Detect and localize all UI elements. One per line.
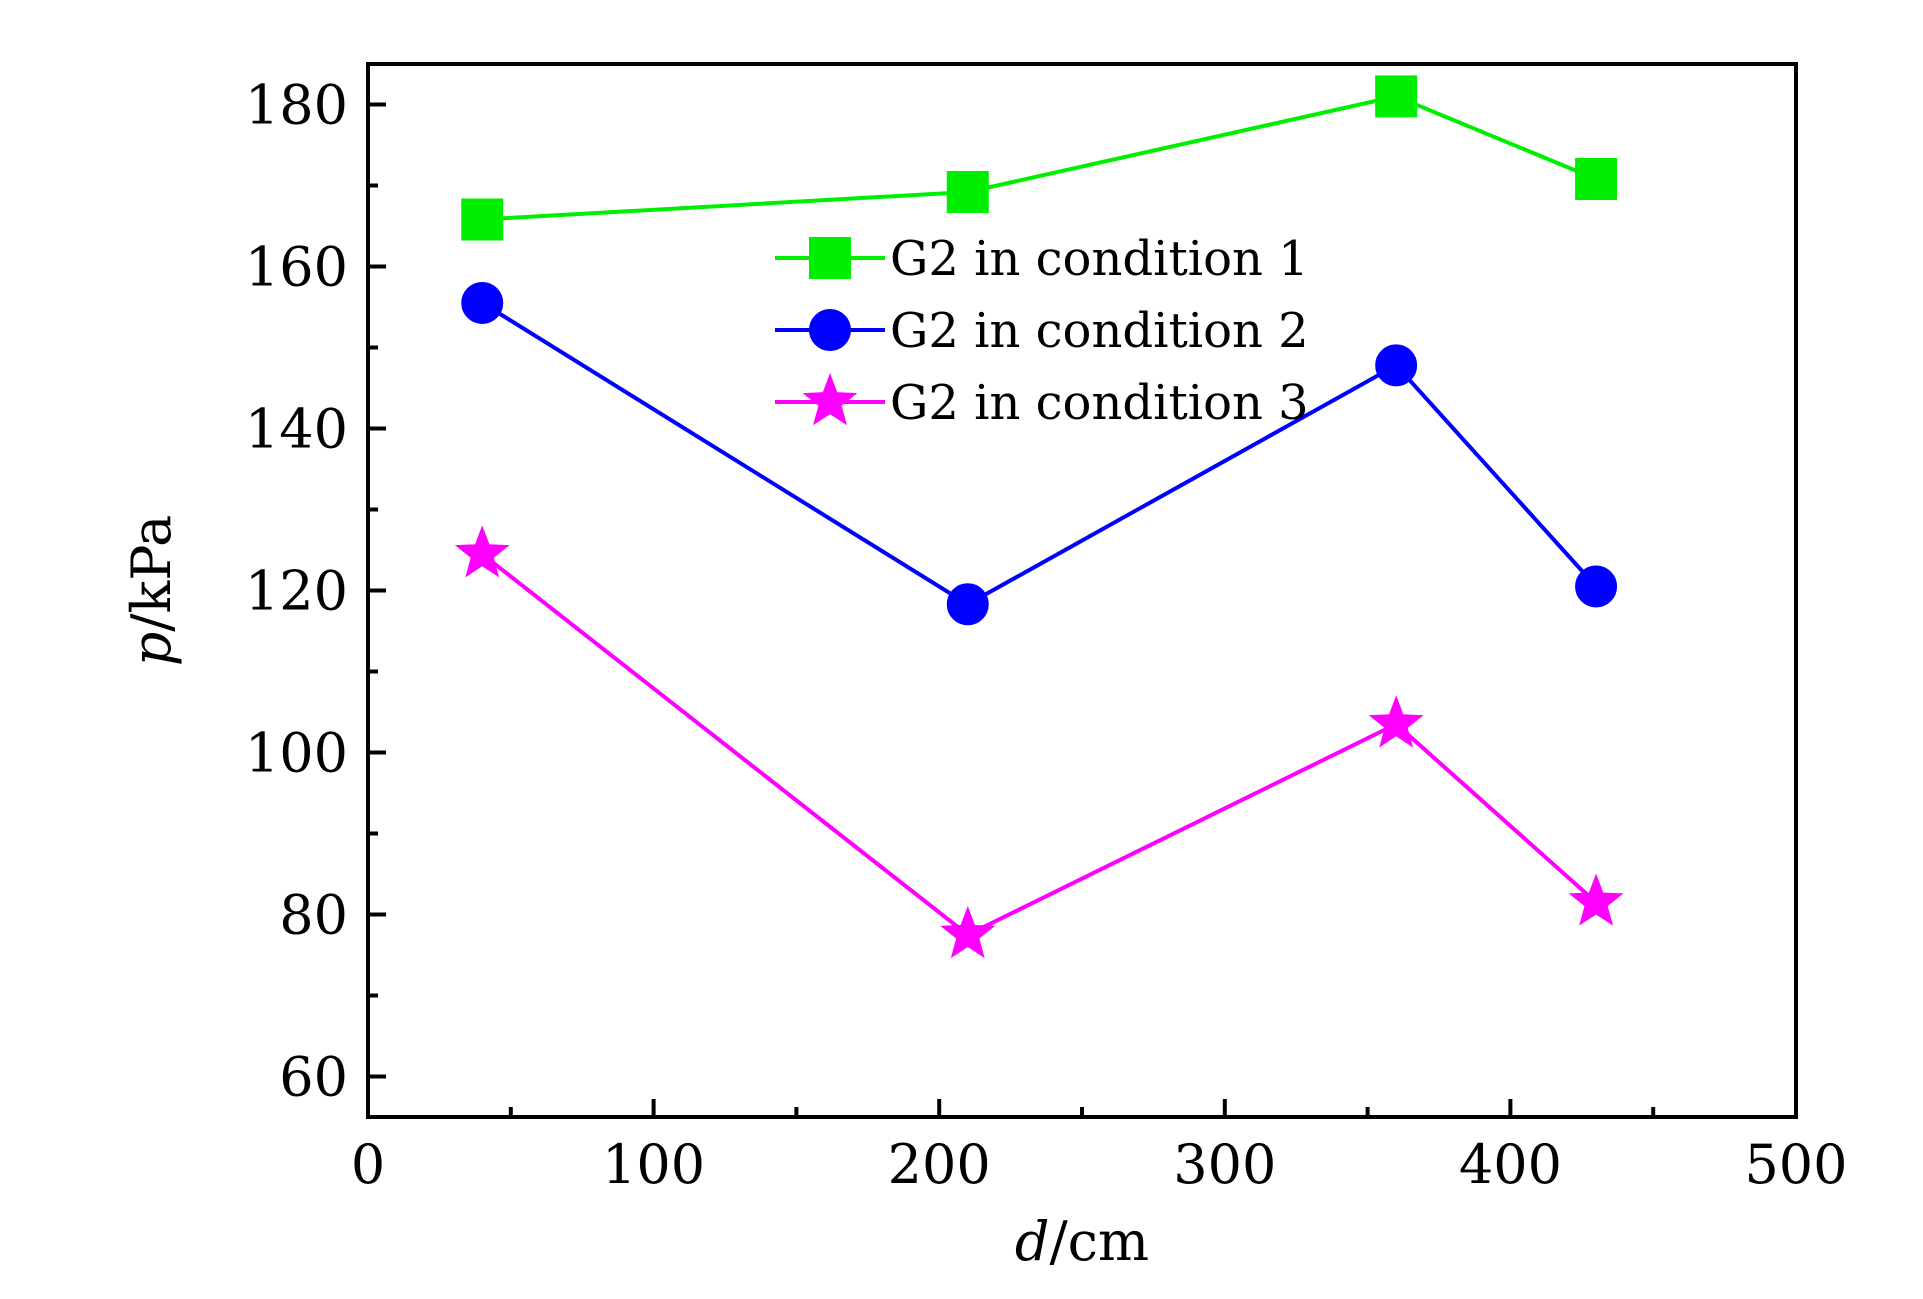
series-3 <box>454 525 1624 959</box>
data-point <box>454 525 510 578</box>
series-1 <box>461 75 1618 241</box>
data-point <box>946 583 989 626</box>
plot-frame <box>366 62 1798 1119</box>
series-line <box>481 301 1598 607</box>
legend-marker <box>809 237 851 279</box>
x-tick-label: 500 <box>1744 1133 1847 1196</box>
legend-label: G2 in condition 3 <box>890 375 1309 431</box>
data-point <box>940 905 996 959</box>
x-axis-title: d/cm <box>1015 1210 1149 1273</box>
legend-entry: G2 in condition 1 <box>775 231 1309 287</box>
x-tick-label: 300 <box>1173 1133 1276 1196</box>
y-tick-label: 60 <box>279 1046 348 1109</box>
data-point <box>461 281 504 324</box>
y-tick-label: 80 <box>279 884 348 947</box>
data-point <box>1368 695 1424 748</box>
data-point <box>1568 873 1624 926</box>
series-line <box>480 552 1598 938</box>
data-point <box>461 198 504 241</box>
series-line <box>482 94 1597 222</box>
data-point <box>1575 158 1618 201</box>
data-point <box>1375 75 1418 118</box>
y-axis-title-unit: /kPa <box>120 515 183 632</box>
series-layer <box>454 75 1624 959</box>
x-tick-label: 200 <box>888 1133 991 1196</box>
data-point <box>946 170 989 213</box>
y-tick-label: 120 <box>245 560 348 623</box>
y-tick-label: 140 <box>245 398 348 461</box>
y-tick-label: 100 <box>245 722 348 785</box>
y-tick-label: 180 <box>245 74 348 137</box>
y-tick-label: 160 <box>245 236 348 299</box>
series-2 <box>461 281 1618 626</box>
y-axis-title-variable: p <box>120 632 183 667</box>
x-tick-label: 100 <box>602 1133 705 1196</box>
y-axis-title: p/kPa <box>120 515 183 667</box>
data-point <box>1575 565 1618 608</box>
legend-marker <box>802 373 858 426</box>
legend-entry: G2 in condition 2 <box>775 303 1309 359</box>
legend: G2 in condition 1 G2 in condition 2 G2 in … <box>775 231 1309 431</box>
legend-entry: G2 in condition 3 <box>775 373 1309 431</box>
x-tick-label: 400 <box>1459 1133 1562 1196</box>
legend-label: G2 in condition 1 <box>890 231 1309 287</box>
x-axis-title-unit: /cm <box>1049 1210 1149 1273</box>
data-point <box>1375 344 1418 387</box>
x-axis-title-variable: d <box>1015 1210 1050 1273</box>
x-tick-label: 0 <box>351 1133 385 1196</box>
legend-marker <box>809 309 851 351</box>
axes-layer: 0 100 200 300 400 500 60 80 100 120 140 160 180 <box>245 74 1848 1197</box>
legend-label: G2 in condition 2 <box>890 303 1309 359</box>
